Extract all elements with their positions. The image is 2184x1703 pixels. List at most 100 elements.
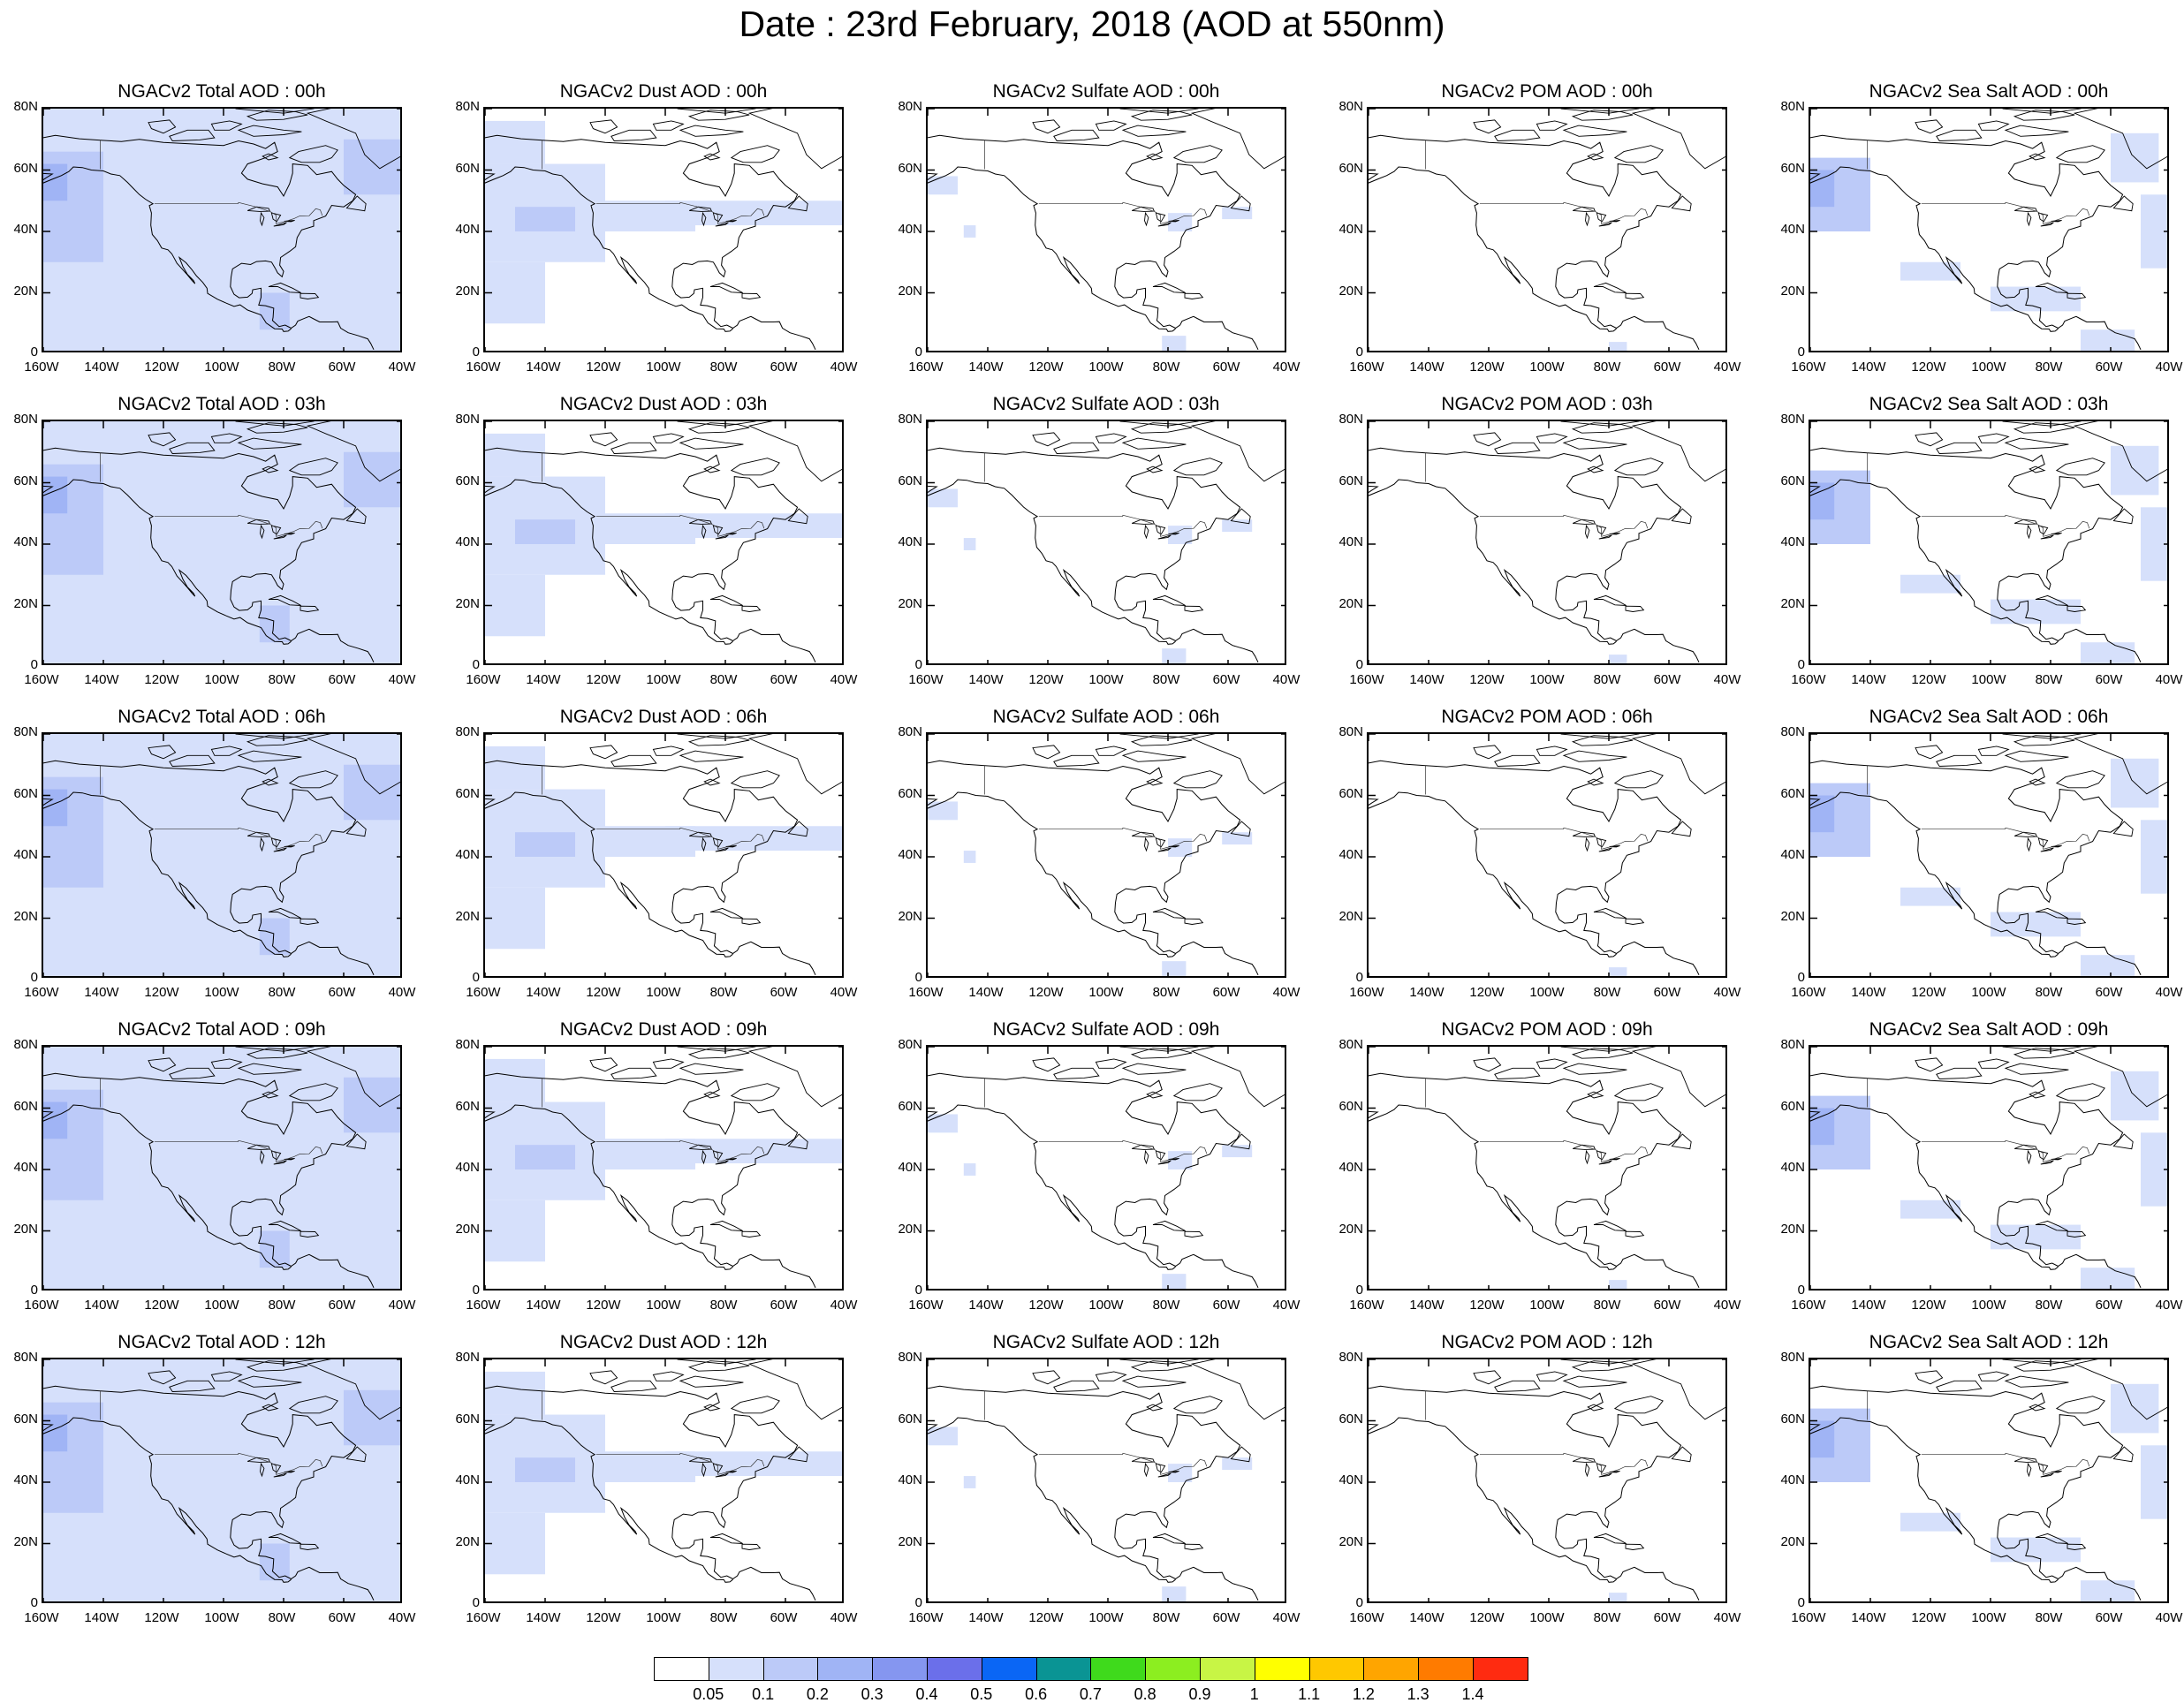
panel-title: NGACv2 POM AOD : 09h bbox=[1441, 1019, 1653, 1040]
coastline bbox=[2066, 918, 2087, 925]
aerosol-shading bbox=[2081, 329, 2135, 351]
lon-tick-label: 40W bbox=[2155, 1610, 2183, 1625]
country-border bbox=[595, 514, 765, 537]
lat-tick-label: 60N bbox=[1780, 160, 1805, 176]
coastline bbox=[260, 1149, 265, 1165]
map-canvas bbox=[43, 734, 400, 976]
aerosol-shading bbox=[1991, 1224, 2081, 1250]
coastline bbox=[1915, 1370, 1944, 1385]
coastline bbox=[2112, 1133, 2134, 1150]
lon-tick-label: 100W bbox=[646, 672, 681, 687]
lon-tick-label: 120W bbox=[1911, 1610, 1946, 1625]
coastline bbox=[1915, 432, 1944, 447]
coastline bbox=[689, 831, 713, 837]
lat-tick-label: 60N bbox=[455, 473, 480, 488]
coastline bbox=[288, 770, 338, 789]
coastline bbox=[1369, 1385, 1700, 1601]
coastline bbox=[1132, 831, 1156, 837]
colorbar-swatch bbox=[1418, 1657, 1474, 1681]
coastline bbox=[1598, 847, 1612, 852]
coastline bbox=[787, 1446, 808, 1463]
coastline bbox=[1146, 1091, 1164, 1099]
colorbar-swatch bbox=[981, 1657, 1037, 1681]
colorbar-swatch bbox=[1473, 1657, 1528, 1681]
lat-tick-label: 40N bbox=[1780, 1160, 1805, 1175]
coastline bbox=[1598, 1160, 1612, 1165]
coastline bbox=[284, 220, 295, 223]
panel-title: NGACv2 Sea Salt AOD : 00h bbox=[1869, 81, 2109, 102]
coastline bbox=[679, 437, 744, 450]
map-frame bbox=[483, 420, 844, 665]
coastline bbox=[273, 1160, 287, 1165]
coastline bbox=[300, 1230, 320, 1238]
coastline bbox=[1536, 746, 1568, 756]
lat-tick-label: 80N bbox=[455, 99, 480, 114]
coastline bbox=[730, 1396, 780, 1414]
coastline bbox=[1573, 1457, 1596, 1463]
aerosol-shading bbox=[515, 1145, 575, 1169]
coastline bbox=[652, 746, 685, 756]
country-border bbox=[1921, 1452, 2090, 1475]
coastline bbox=[210, 1371, 243, 1381]
map-frame bbox=[1809, 420, 2169, 665]
panel-title: NGACv2 Sulfate AOD : 06h bbox=[992, 707, 1220, 727]
map-frame bbox=[483, 1358, 844, 1603]
coastline bbox=[1473, 119, 1502, 134]
coastline bbox=[730, 145, 780, 163]
lat-tick-label: 0 bbox=[1355, 1595, 1363, 1610]
coastline bbox=[169, 129, 216, 141]
coastline bbox=[687, 1048, 750, 1059]
lat-tick-label: 40N bbox=[13, 847, 38, 862]
coastline bbox=[1977, 1371, 2010, 1381]
coastline bbox=[1095, 746, 1127, 756]
aerosol-shading bbox=[1810, 795, 1835, 833]
coastline bbox=[709, 907, 743, 919]
coastline bbox=[237, 1063, 302, 1075]
coastline bbox=[1631, 1359, 1725, 1420]
coastline bbox=[262, 153, 279, 161]
aerosol-shading bbox=[665, 826, 842, 852]
coastline bbox=[715, 222, 729, 227]
coastline bbox=[1230, 508, 1251, 525]
coastline bbox=[741, 1230, 762, 1238]
lon-tick-label: 100W bbox=[646, 1298, 681, 1313]
lon-tick-label: 100W bbox=[646, 1610, 681, 1625]
coastline bbox=[1130, 1360, 1193, 1372]
panel-title: NGACv2 Sulfate AOD : 00h bbox=[992, 81, 1220, 102]
lat-tick-label: 60N bbox=[455, 785, 480, 801]
coastline bbox=[725, 1158, 737, 1161]
aerosol-shading bbox=[665, 201, 842, 226]
lon-tick-label: 60W bbox=[1653, 985, 1681, 1000]
lon-tick-label: 40W bbox=[2155, 672, 2183, 687]
lon-tick-label: 60W bbox=[328, 1298, 356, 1313]
coastline bbox=[1121, 1375, 1187, 1388]
map-frame bbox=[1367, 107, 1727, 352]
lon-tick-label: 120W bbox=[586, 672, 621, 687]
lat-tick-label: 20N bbox=[1338, 908, 1363, 924]
coastline bbox=[589, 1057, 618, 1072]
lon-tick-label: 160W bbox=[24, 985, 59, 1000]
coastline bbox=[747, 1047, 842, 1108]
coastline bbox=[246, 1360, 308, 1372]
aerosol-shading bbox=[485, 261, 545, 324]
coastline bbox=[1144, 524, 1149, 540]
coastline bbox=[1562, 1375, 1627, 1388]
lat-tick-label: 40N bbox=[1780, 534, 1805, 549]
lat-tick-label: 80N bbox=[13, 724, 38, 739]
lat-tick-label: 60N bbox=[1338, 160, 1363, 176]
coastline bbox=[1190, 734, 1285, 795]
coastline bbox=[1184, 1230, 1204, 1238]
lon-tick-label: 80W bbox=[1152, 672, 1180, 687]
lat-tick-label: 60N bbox=[898, 1098, 922, 1114]
coastline bbox=[1121, 750, 1187, 762]
coastline bbox=[1144, 836, 1149, 852]
map-canvas bbox=[1369, 734, 1725, 976]
coastline bbox=[2013, 735, 2075, 746]
lat-tick-label: 0 bbox=[30, 657, 38, 672]
coastline bbox=[1571, 735, 1634, 746]
aerosol-shading bbox=[1168, 213, 1193, 231]
coastline bbox=[300, 605, 320, 612]
lat-tick-label: 80N bbox=[1338, 99, 1363, 114]
lat-tick-label: 80N bbox=[13, 1037, 38, 1052]
lon-tick-label: 140W bbox=[84, 360, 119, 375]
